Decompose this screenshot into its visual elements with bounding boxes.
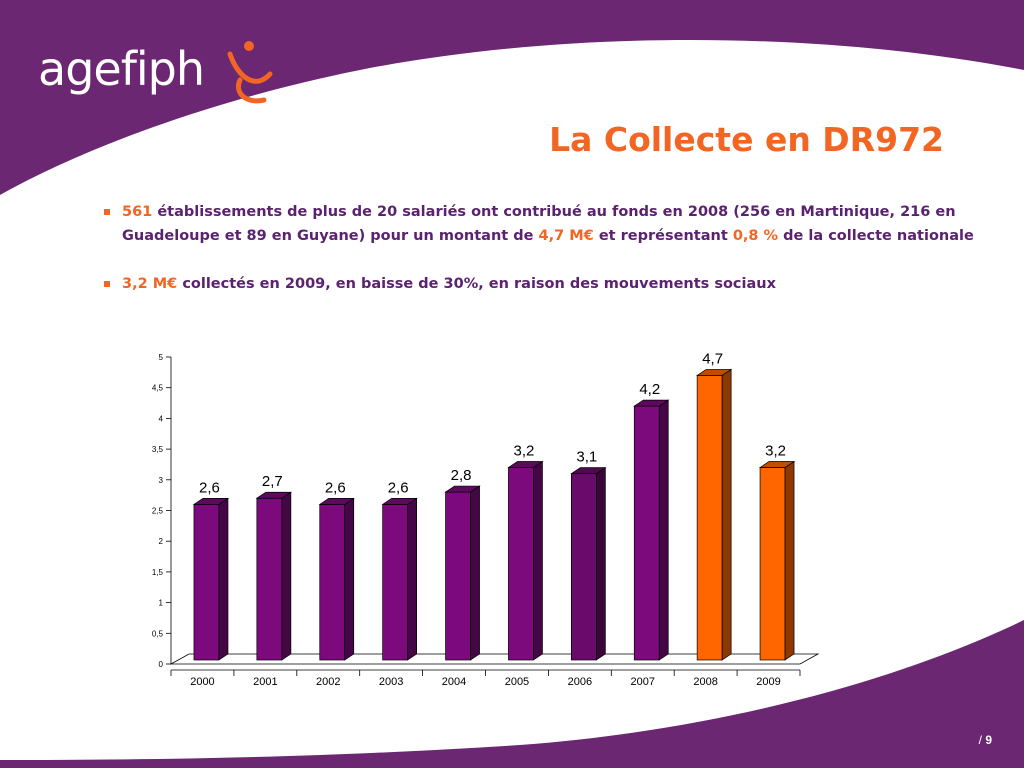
top-purple-band — [0, 0, 1024, 195]
y-tick-label: 5 — [159, 353, 164, 362]
bar-side — [281, 491, 292, 661]
highlight-text: 561 — [122, 204, 153, 220]
bar — [508, 467, 534, 661]
bar — [696, 375, 723, 661]
bar-side — [658, 399, 669, 661]
data-label: 2,7 — [262, 473, 283, 490]
y-tick-label: 1 — [159, 599, 164, 608]
y-tick-label: 2 — [159, 537, 164, 546]
bar-top — [570, 467, 607, 475]
bar-top — [444, 485, 481, 493]
bottom-purple-band — [0, 620, 1024, 768]
bar — [193, 504, 220, 661]
bar-side — [533, 460, 543, 661]
bar — [382, 504, 408, 661]
bullet-item: 561 établissements de plus de 20 salarié… — [104, 200, 974, 248]
bullet-square-icon — [104, 281, 110, 287]
data-label: 2,8 — [451, 467, 472, 484]
bar-side — [218, 497, 229, 661]
bar-side — [470, 485, 480, 661]
y-tick-label: 2,5 — [152, 507, 164, 516]
bar-top — [381, 498, 418, 505]
bar-top — [255, 491, 293, 499]
data-label: 2,6 — [325, 479, 346, 496]
y-tick-label: 3,5 — [152, 445, 164, 454]
data-label: 3,2 — [765, 443, 786, 460]
data-label: 2,6 — [199, 479, 220, 496]
x-tick-label: 2009 — [756, 676, 780, 688]
y-tick-label: 4 — [159, 414, 164, 423]
bar-side — [344, 497, 355, 661]
bullet-text: collectés en 2009, en baisse de 30%, en … — [177, 276, 776, 292]
bar-top — [318, 498, 355, 505]
x-tick-label: 2001 — [253, 676, 277, 688]
bar — [570, 473, 597, 661]
bar-top — [507, 461, 544, 468]
page-prefix: / — [978, 733, 986, 747]
data-label: 4,7 — [702, 350, 723, 367]
page-number: / 9 — [979, 733, 992, 747]
x-tick-label: 2002 — [316, 676, 340, 688]
bar-top — [633, 399, 670, 407]
bullet-text: et représentant — [593, 228, 733, 244]
y-tick-label: 0,5 — [152, 629, 164, 638]
x-tick-label: 2008 — [693, 676, 717, 688]
highlight-text: 3,2 M€ — [122, 276, 178, 292]
bar-top — [695, 369, 733, 376]
y-tick-label: 0 — [159, 660, 164, 669]
data-label: 3,2 — [514, 443, 535, 460]
highlight-text: 0,8 % — [732, 228, 779, 244]
y-tick-label: 1,5 — [152, 568, 164, 577]
highlight-text: 4,7 M€ — [538, 228, 594, 244]
bar — [256, 497, 283, 661]
bar — [759, 467, 786, 661]
bullet-item: 3,2 M€ collectés en 2009, en baisse de 3… — [104, 272, 974, 296]
data-label: 4,2 — [639, 381, 660, 398]
x-tick-label: 2000 — [190, 676, 214, 688]
bar-top — [192, 498, 230, 505]
x-tick-label: 2006 — [568, 676, 592, 688]
y-tick-label: 4,5 — [152, 384, 164, 393]
bar-top — [758, 461, 796, 468]
agefiph-logo-mark — [227, 41, 273, 104]
bar-side — [784, 460, 795, 661]
x-tick-label: 2005 — [505, 676, 529, 688]
bar-side — [721, 368, 732, 661]
bar — [445, 491, 471, 661]
x-tick-label: 2004 — [442, 676, 466, 688]
bullet-text: de la collecte nationale — [778, 228, 974, 244]
bullet-text: établissements de plus de 20 salariés on… — [122, 204, 956, 244]
bar-side — [595, 467, 606, 661]
x-tick-label: 2007 — [631, 676, 655, 688]
bullet-list: 561 établissements de plus de 20 salarié… — [104, 200, 974, 320]
agefiph-logo: agefiph — [38, 42, 205, 96]
bar-side — [407, 497, 417, 661]
page-number-value: 9 — [985, 733, 992, 747]
bar — [319, 504, 346, 661]
slide-title: La Collecte en DR972 — [549, 120, 944, 159]
x-tick-label: 2003 — [379, 676, 403, 688]
data-label: 3,1 — [576, 449, 597, 466]
data-label: 2,6 — [388, 479, 409, 496]
bar — [633, 405, 660, 661]
bullet-square-icon — [104, 209, 110, 215]
y-tick-label: 3 — [159, 476, 164, 485]
